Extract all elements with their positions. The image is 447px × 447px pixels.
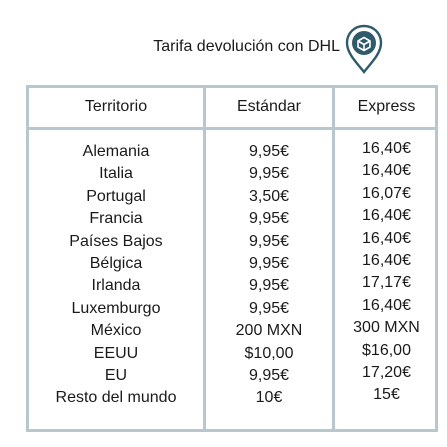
territory-cell: Italia — [99, 165, 133, 183]
express-cell: 16,40€ — [362, 207, 411, 225]
territory-cell: Resto del mundo — [55, 389, 177, 407]
table-row: Países Bajos 9,95€ 16,40€ — [29, 229, 435, 253]
table-row: Resto del mundo 10€ 15€ — [29, 386, 435, 409]
table-row: EEUU $10,00 $16,00 — [29, 341, 435, 365]
express-cell: $16,00 — [362, 341, 411, 359]
table-body: Alemania 9,95€ 16,40€ Italia 9,95€ 16,40… — [29, 140, 435, 410]
table-row: Portugal 3,50€ 16,07€ — [29, 184, 435, 208]
standard-cell: 9,95€ — [248, 143, 290, 160]
express-cell: 16,40€ — [362, 251, 411, 269]
table-row: Alemania 9,95€ 16,40€ — [29, 140, 435, 163]
territory-cell: Francia — [89, 210, 143, 228]
express-cell: 17,20€ — [362, 363, 411, 381]
table-row: Italia 9,95€ 16,40€ — [29, 162, 435, 185]
express-cell: 17,17€ — [362, 274, 411, 292]
express-cell: 16,40€ — [362, 296, 411, 314]
table-row: Luxemburgo 9,95€ 16,40€ — [29, 296, 435, 320]
column-divider — [203, 88, 206, 429]
standard-cell: 10€ — [255, 389, 283, 407]
express-cell: 16,40€ — [362, 229, 411, 247]
header-express: Express — [357, 98, 416, 115]
standard-cell: 9,95€ — [248, 254, 290, 272]
header-territory: Territorio — [84, 98, 148, 115]
territory-cell: Portugal — [86, 187, 146, 205]
standard-cell: 9,95€ — [248, 366, 290, 384]
express-cell: 15€ — [373, 386, 400, 404]
standard-cell: 3,50€ — [248, 187, 290, 205]
territory-cell: Irlanda — [91, 277, 141, 295]
table-row: Bélgica 9,95€ 16,40€ — [29, 251, 435, 275]
territory-cell: EU — [104, 366, 128, 384]
table-row: Francia 9,95€ 16,40€ — [29, 207, 435, 230]
page-title: Tarifa devolución con DHL — [153, 38, 340, 55]
express-cell: 16,07€ — [362, 184, 411, 202]
table-row: México 200 MXN 300 MXN — [29, 319, 435, 342]
express-cell: 300 MXN — [353, 319, 420, 337]
standard-cell: 9,95€ — [248, 299, 290, 317]
standard-cell: 9,95€ — [248, 165, 290, 183]
standard-cell: $10,00 — [244, 344, 294, 362]
standard-cell: 9,95€ — [248, 210, 290, 228]
territory-cell: Alemania — [82, 143, 150, 160]
standard-cell: 9,95€ — [248, 277, 290, 295]
standard-cell: 9,95€ — [248, 232, 290, 250]
column-divider — [332, 88, 335, 429]
header-divider — [29, 127, 435, 130]
territory-cell: Países Bajos — [69, 232, 163, 250]
territory-cell: México — [90, 322, 142, 340]
standard-cell: 200 MXN — [235, 322, 303, 340]
dhl-location-pin-icon — [345, 24, 383, 74]
territory-cell: Luxemburgo — [71, 299, 161, 317]
table-row: Irlanda 9,95€ 17,17€ — [29, 274, 435, 297]
header-standard: Estándar — [236, 98, 302, 115]
rates-table: Territorio Estándar Express Alemania 9,9… — [26, 85, 438, 432]
express-cell: 16,40€ — [362, 162, 411, 180]
table-row: EU 9,95€ 17,20€ — [29, 363, 435, 387]
express-cell: 16,40€ — [362, 140, 411, 157]
territory-cell: Bélgica — [89, 254, 143, 272]
territory-cell: EEUU — [93, 344, 139, 362]
